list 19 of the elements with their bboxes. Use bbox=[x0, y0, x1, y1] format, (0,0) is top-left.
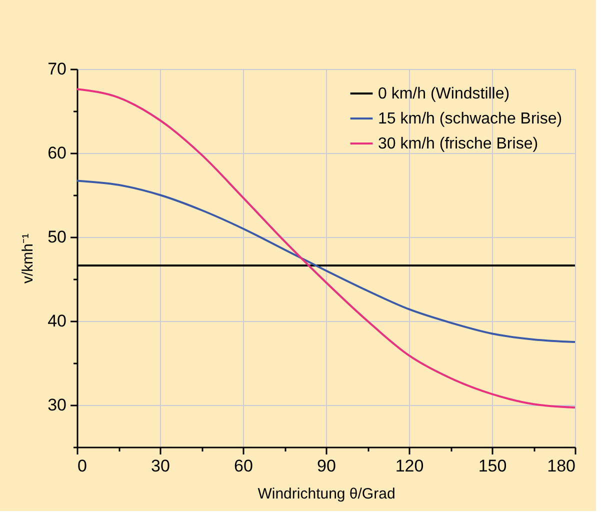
y-tick-label: 30 bbox=[48, 396, 66, 414]
line-series bbox=[76, 88, 576, 409]
y-tick-label: 60 bbox=[48, 144, 66, 162]
y-tick-label: 70 bbox=[48, 60, 66, 78]
legend-label: 15 km/h (schwache Brise) bbox=[378, 110, 562, 128]
legend-label: 30 km/h (frische Brise) bbox=[378, 136, 538, 152]
x-tick-label: 30 bbox=[151, 456, 170, 476]
x-tick-label: 0 bbox=[78, 456, 87, 476]
x-tick-label: 150 bbox=[478, 456, 507, 476]
y-tick-label: 50 bbox=[48, 228, 66, 246]
y-tick-label: 40 bbox=[48, 312, 66, 330]
legend-label: 0 km/h (Windstille) bbox=[378, 86, 510, 102]
x-tick-label: 90 bbox=[317, 456, 336, 476]
x-tick-label: 120 bbox=[395, 456, 424, 476]
x-axis-title: Windrichtung θ/Grad bbox=[258, 486, 396, 502]
y-axis-title: v/kmh⁻¹ bbox=[20, 233, 37, 284]
line-series bbox=[76, 180, 576, 343]
x-tick-label: 60 bbox=[234, 456, 253, 476]
x-tick-label: 180 bbox=[547, 456, 576, 476]
